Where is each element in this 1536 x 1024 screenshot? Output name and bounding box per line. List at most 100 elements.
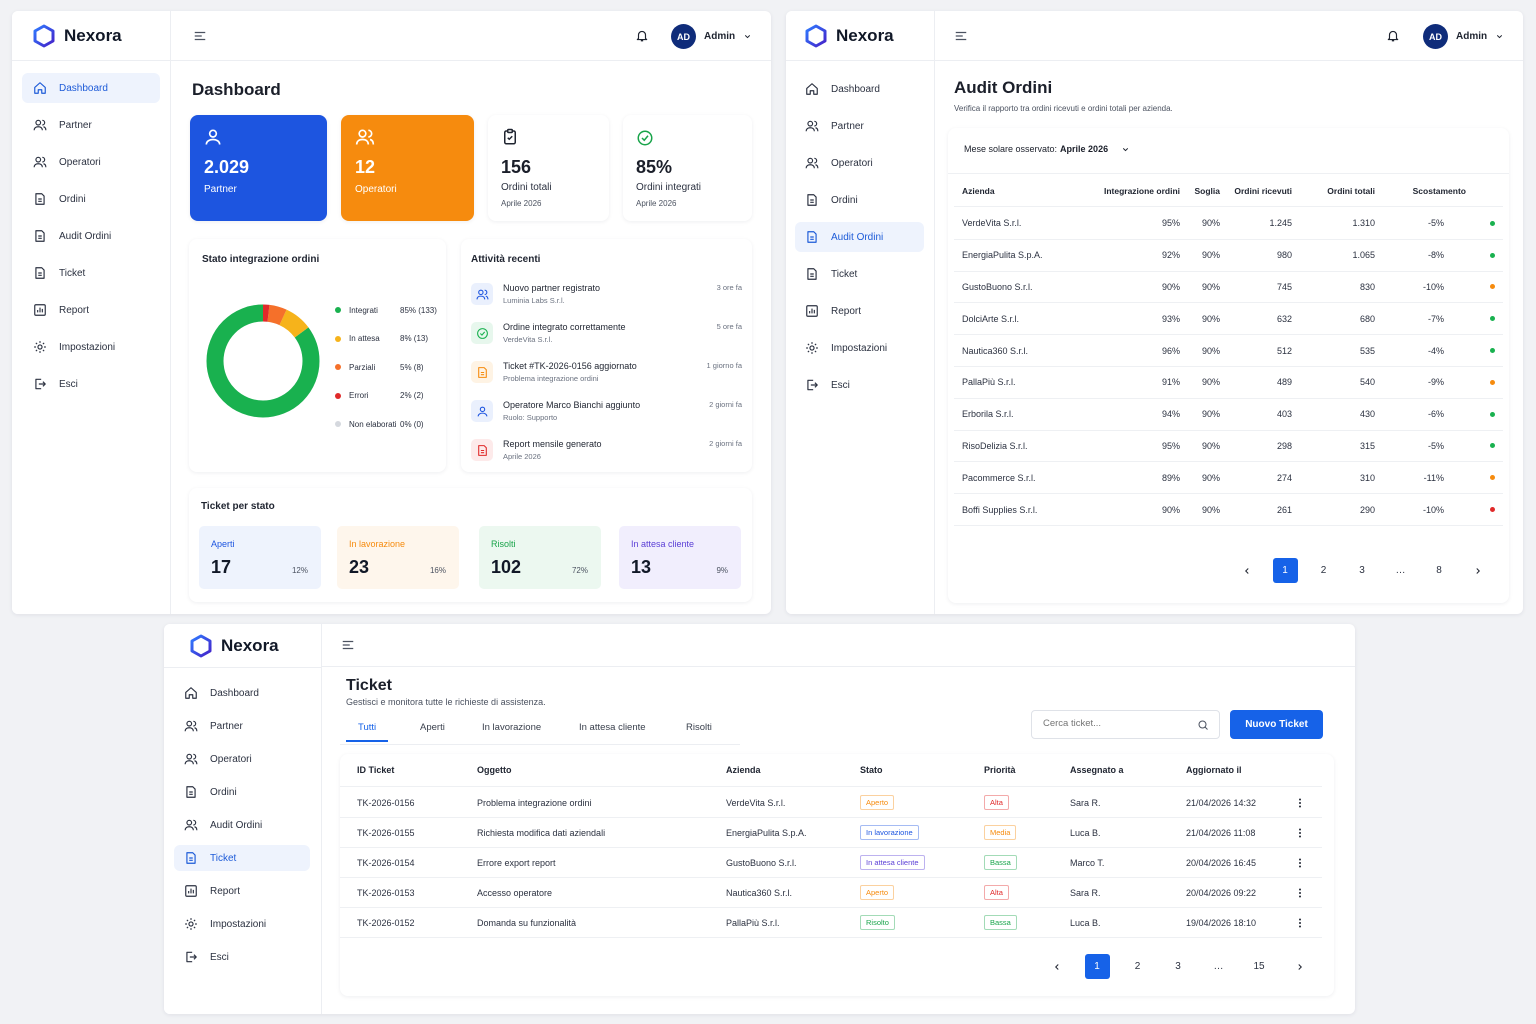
search-input[interactable] — [1043, 718, 1193, 729]
column-header[interactable]: Assegnato a — [1070, 765, 1124, 775]
activity-item[interactable]: Nuovo partner registrato Luminia Labs S.… — [471, 281, 742, 317]
table-row[interactable]: Pacommerce S.r.l. 89% 90% 274 310 -11% — [954, 462, 1503, 495]
table-row[interactable]: Erborila S.r.l. 94% 90% 403 430 -6% — [954, 399, 1503, 431]
page-button[interactable]: 3 — [1175, 961, 1181, 972]
sidebar-item-impostazioni[interactable]: Impostazioni — [795, 333, 924, 363]
sidebar-item-audit[interactable]: Audit Ordini — [795, 222, 924, 252]
page-button[interactable]: 2 — [1134, 961, 1141, 972]
ticket-status-card[interactable]: In attesa cliente 13 9% — [619, 526, 741, 589]
table-row[interactable]: GustoBuono S.r.l. 90% 90% 745 830 -10% — [954, 272, 1503, 304]
table-row[interactable]: DolciArte S.r.l. 93% 90% 632 680 -7% — [954, 303, 1503, 336]
column-header[interactable]: Aggiornato il — [1186, 765, 1242, 775]
table-row[interactable]: TK-2026-0153 Accesso operatore Nautica360 … — [340, 878, 1322, 908]
sidebar-item-partner[interactable]: Partner — [22, 110, 160, 140]
menu-icon[interactable] — [192, 29, 208, 43]
table-row[interactable]: EnergiaPulita S.p.A. 92% 90% 980 1.065 -8% — [954, 240, 1503, 272]
bell-icon[interactable] — [1386, 28, 1400, 43]
column-header[interactable]: ID Ticket — [357, 765, 395, 775]
sidebar-item-audit[interactable]: Audit Ordini — [22, 221, 160, 251]
sidebar-item-operatori[interactable]: Operatori — [795, 148, 924, 178]
column-header[interactable]: Azienda — [726, 765, 761, 775]
row-actions-button[interactable] — [1294, 908, 1306, 937]
ticket-status-card[interactable]: Aperti 17 12% — [199, 526, 321, 589]
tab-3[interactable]: In attesa cliente — [579, 722, 646, 733]
user-menu[interactable]: AD Admin — [1423, 24, 1504, 49]
sidebar-item-ticket[interactable]: Ticket — [174, 845, 310, 871]
tab-4[interactable]: Risolti — [686, 722, 712, 733]
sidebar-item-esci[interactable]: Esci — [22, 369, 160, 399]
next-page-button[interactable] — [1287, 954, 1312, 979]
table-row[interactable]: VerdeVita S.r.l. 95% 90% 1.245 1.310 -5% — [954, 208, 1503, 240]
sidebar-item-ticket[interactable]: Ticket — [22, 258, 160, 288]
activity-item[interactable]: Ordine integrato correttamente VerdeVita… — [471, 320, 742, 356]
stat-card-operatori[interactable]: 12 Operatori — [341, 115, 474, 221]
search-icon[interactable] — [1197, 719, 1209, 731]
menu-icon[interactable] — [953, 29, 969, 43]
column-header[interactable]: Ordini ricevuti — [1234, 185, 1292, 196]
column-header[interactable]: Azienda — [962, 185, 995, 196]
row-actions-button[interactable] — [1294, 848, 1306, 877]
page-button[interactable]: 2 — [1320, 565, 1327, 576]
page-button[interactable]: … — [1395, 565, 1406, 576]
table-row[interactable]: TK-2026-0156 Problema integrazione ordini… — [340, 788, 1322, 818]
table-row[interactable]: TK-2026-0152 Domanda su funzionalità Palla… — [340, 908, 1322, 938]
menu-icon[interactable] — [340, 638, 356, 652]
page-button[interactable]: 8 — [1436, 565, 1442, 576]
tab-1[interactable]: Aperti — [420, 722, 445, 733]
next-page-button[interactable] — [1465, 558, 1490, 583]
table-row[interactable]: TK-2026-0154 Errore export report GustoBuo… — [340, 848, 1322, 878]
sidebar-item-dashboard[interactable]: Dashboard — [795, 74, 924, 104]
month-select[interactable]: Mese solare osservato: Aprile 2026 — [964, 144, 1130, 154]
ticket-status-card[interactable]: In lavorazione 23 16% — [337, 526, 459, 589]
stat-card-partner[interactable]: 2.029 Partner — [190, 115, 327, 221]
column-header[interactable]: Soglia — [1194, 185, 1220, 196]
activity-item[interactable]: Operatore Marco Bianchi aggiunto Ruolo: … — [471, 398, 742, 434]
sidebar-item-operatori[interactable]: Operatori — [22, 147, 160, 177]
table-row[interactable]: TK-2026-0155 Richiesta modifica dati azie… — [340, 818, 1322, 848]
tab-2[interactable]: In lavorazione — [482, 722, 542, 733]
stat-card-ordini-totali[interactable]: 156 Ordini totali Aprile 2026 — [488, 115, 609, 221]
sidebar-item-report[interactable]: Report — [795, 296, 924, 326]
user-menu[interactable]: AD Admin — [671, 24, 752, 49]
row-actions-button[interactable] — [1294, 818, 1306, 847]
sidebar-item-impostazioni[interactable]: Impostazioni — [22, 332, 160, 362]
bell-icon[interactable] — [635, 28, 649, 43]
page-button[interactable]: 15 — [1253, 961, 1265, 972]
activity-item[interactable]: Ticket #TK-2026-0156 aggiornato Problema… — [471, 359, 742, 395]
prev-page-button[interactable] — [1044, 954, 1069, 979]
sidebar-item-esci[interactable]: Esci — [795, 370, 924, 400]
sidebar-item-partner[interactable]: Partner — [795, 111, 924, 141]
table-row[interactable]: Nautica360 S.r.l. 96% 90% 512 535 -4% — [954, 335, 1503, 367]
new-ticket-button[interactable]: Nuovo Ticket — [1230, 710, 1323, 739]
sidebar-item-dashboard[interactable]: Dashboard — [174, 680, 310, 706]
sidebar-item-dashboard[interactable]: Dashboard — [22, 73, 160, 103]
table-row[interactable]: RisoDelizia S.r.l. 95% 90% 298 315 -5% — [954, 431, 1503, 463]
sidebar-item-esci[interactable]: Esci — [174, 944, 310, 970]
sidebar-item-ordini[interactable]: Ordini — [22, 184, 160, 214]
page-button[interactable]: 1 — [1084, 954, 1110, 979]
page-button[interactable]: 3 — [1359, 565, 1365, 576]
stat-card-ordini-integrati[interactable]: 85% Ordini integrati Aprile 2026 — [623, 115, 752, 221]
sidebar-item-report[interactable]: Report — [174, 878, 310, 904]
row-actions-button[interactable] — [1294, 878, 1306, 907]
column-header[interactable]: Stato — [860, 765, 883, 775]
sidebar-item-audit[interactable]: Audit Ordini — [174, 812, 310, 838]
activity-item[interactable]: Report mensile generato Aprile 2026 2 gi… — [471, 437, 742, 473]
row-actions-button[interactable] — [1294, 788, 1306, 817]
column-header[interactable]: Ordini totali — [1327, 185, 1375, 196]
table-row[interactable]: Boffi Supplies S.r.l. 90% 90% 261 290 -10% — [954, 494, 1503, 526]
sidebar-item-ticket[interactable]: Ticket — [795, 259, 924, 289]
table-row[interactable]: PallaPiù S.r.l. 91% 90% 489 540 -9% — [954, 367, 1503, 399]
search-box[interactable] — [1031, 710, 1220, 739]
column-header[interactable]: Scostamento — [1412, 185, 1466, 196]
sidebar-item-ordini[interactable]: Ordini — [174, 779, 310, 805]
ticket-status-card[interactable]: Risolti 102 72% — [479, 526, 601, 589]
tab-0[interactable]: Tutti — [346, 718, 389, 742]
sidebar-item-impostazioni[interactable]: Impostazioni — [174, 911, 310, 937]
column-header[interactable]: Integrazione ordini — [1103, 185, 1180, 196]
sidebar-item-report[interactable]: Report — [22, 295, 160, 325]
page-button[interactable]: … — [1213, 961, 1224, 972]
sidebar-item-partner[interactable]: Partner — [174, 713, 310, 739]
page-button[interactable]: 1 — [1272, 558, 1298, 583]
column-header[interactable]: Priorità — [984, 765, 1016, 775]
